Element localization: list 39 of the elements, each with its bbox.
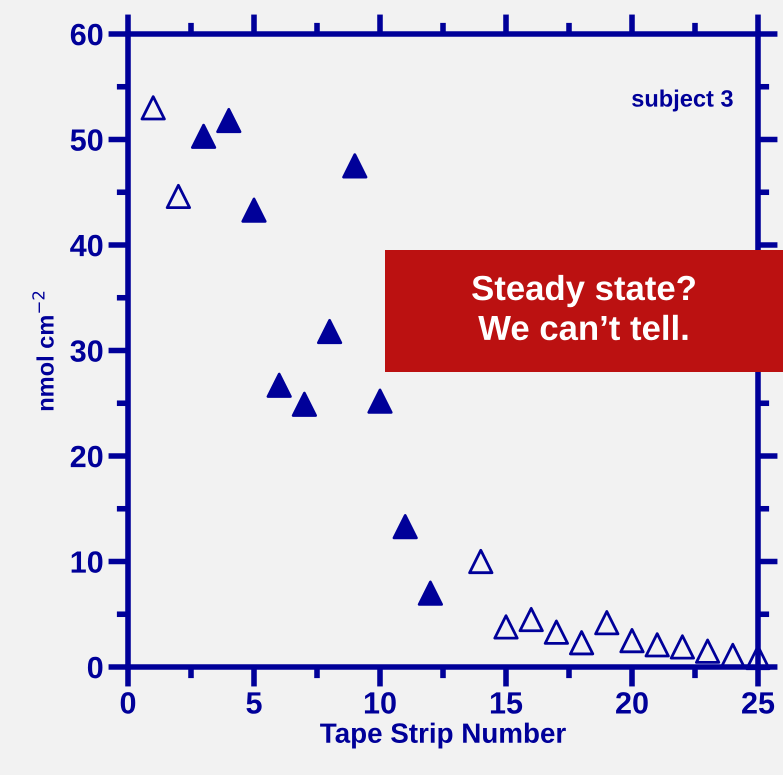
y-tick-label: 0 (88, 656, 102, 678)
point (468, 548, 494, 574)
point (418, 580, 443, 606)
point (241, 198, 267, 223)
x-tick-label: 0 (120, 692, 136, 714)
y-tick-label: 10 (72, 551, 102, 573)
y-tick-label: 20 (70, 446, 102, 468)
annotation: subject 3 (632, 89, 733, 112)
point (342, 153, 368, 178)
point (644, 632, 670, 658)
point (191, 124, 216, 149)
y-tick-label: 40 (70, 234, 102, 256)
point (166, 184, 191, 210)
x-tick-label: 25 (742, 692, 774, 714)
x-tick-label: 20 (616, 692, 648, 714)
point (493, 614, 519, 640)
point (292, 392, 317, 417)
y-tick-label: 30 (70, 340, 102, 362)
x-tick-label: 15 (490, 692, 522, 714)
point (670, 634, 695, 660)
point (266, 372, 292, 398)
annotation: Steady state? We can’t tell. (472, 274, 695, 340)
y-tick-label: 50 (70, 129, 102, 151)
x-tick-label: 5 (246, 692, 262, 714)
point (216, 108, 242, 134)
point (140, 95, 166, 120)
point (619, 628, 645, 654)
y-axis-title: nmol cm$^{−2}$ (32, 292, 54, 410)
point (518, 606, 544, 632)
x-axis-title: Tape Strip Number (320, 722, 566, 748)
point (317, 318, 342, 344)
point (695, 638, 720, 664)
point (367, 388, 393, 414)
point (594, 610, 620, 636)
point (392, 514, 418, 540)
point (569, 630, 594, 656)
y-tick-label: 60 (70, 24, 102, 46)
x-tick-label: 10 (364, 692, 396, 714)
point (544, 620, 569, 645)
